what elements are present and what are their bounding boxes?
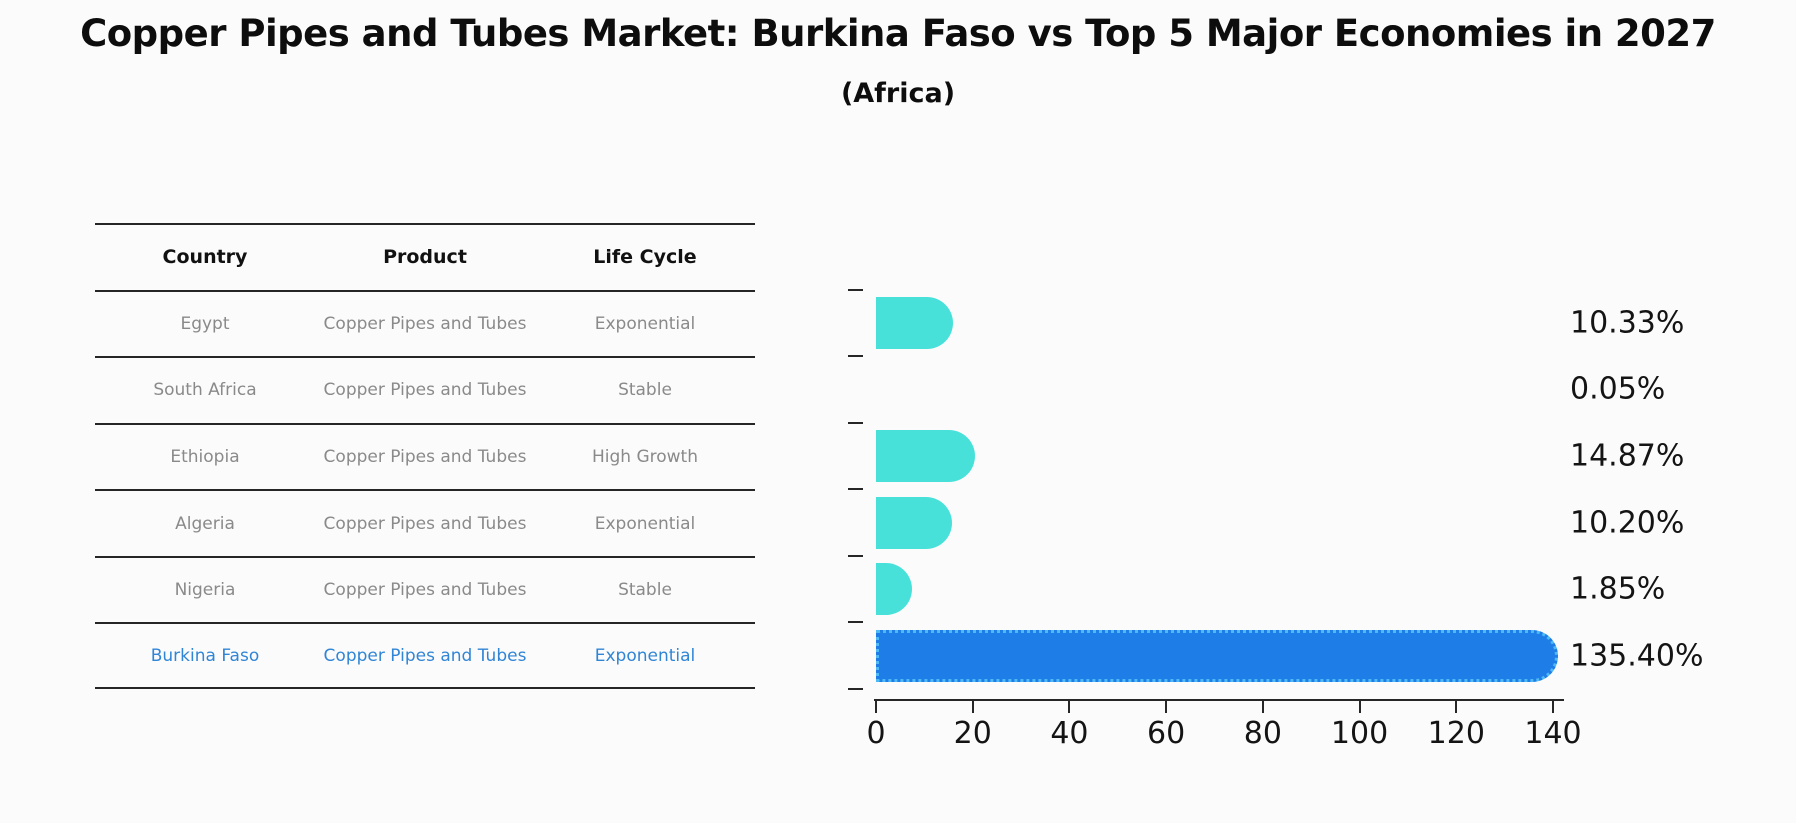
column-header-product: Product xyxy=(383,246,467,269)
x-axis-tick xyxy=(1068,700,1071,713)
lifecycle-cell: Stable xyxy=(618,580,672,601)
lifecycle-cell: Stable xyxy=(618,380,672,401)
lifecycle-cell: Exponential xyxy=(594,513,696,534)
x-axis-tick xyxy=(1358,700,1361,713)
x-axis-tick-label: 20 xyxy=(953,716,992,751)
x-axis-line xyxy=(874,699,1564,701)
column-header-lifecycle: Life Cycle xyxy=(593,246,697,269)
x-axis-tick-label: 0 xyxy=(866,716,886,751)
product-cell: Copper Pipes and Tubes xyxy=(323,446,527,467)
bar-Nigeria xyxy=(876,563,912,616)
chart-title: Copper Pipes and Tubes Market: Burkina F… xyxy=(80,12,1716,55)
y-axis-tick xyxy=(848,355,863,358)
lifecycle-cell: Exponential xyxy=(594,645,696,666)
product-cell: Copper Pipes and Tubes xyxy=(323,380,527,401)
lifecycle-cell: Exponential xyxy=(594,313,696,334)
x-axis-tick-label: 80 xyxy=(1243,716,1282,751)
x-axis-tick xyxy=(971,700,974,713)
country-table: Country Product Life Cycle Egypt Copper … xyxy=(95,223,755,689)
chart-subtitle: (Africa) xyxy=(840,78,956,109)
y-axis-tick xyxy=(848,488,863,491)
table-row-ethiopia: Ethiopia Copper Pipes and Tubes High Gro… xyxy=(95,422,755,490)
x-axis-tick xyxy=(1455,700,1458,713)
table-row-south-africa: South Africa Copper Pipes and Tubes Stab… xyxy=(95,356,755,423)
product-cell: Copper Pipes and Tubes xyxy=(323,645,527,666)
x-axis-tick-label: 60 xyxy=(1147,716,1186,751)
table-row-egypt: Egypt Copper Pipes and Tubes Exponential xyxy=(95,289,755,357)
value-label: 0.05% xyxy=(1570,371,1666,407)
y-axis-tick xyxy=(848,421,863,424)
country-cell: Egypt xyxy=(180,313,230,334)
value-label: 14.87% xyxy=(1570,438,1685,474)
x-axis-tick-label: 100 xyxy=(1330,716,1389,751)
value-label: 10.20% xyxy=(1570,505,1685,541)
lifecycle-cell: High Growth xyxy=(591,446,698,467)
country-cell: Nigeria xyxy=(174,580,236,601)
value-label: 1.85% xyxy=(1570,571,1666,607)
bar-Ethiopia xyxy=(876,429,975,482)
country-cell: Algeria xyxy=(175,513,235,534)
country-cell: Burkina Faso xyxy=(150,645,260,666)
table-row-algeria: Algeria Copper Pipes and Tubes Exponenti… xyxy=(95,489,755,556)
table-header-row: Country Product Life Cycle xyxy=(95,223,755,290)
table-row-nigeria: Nigeria Copper Pipes and Tubes Stable xyxy=(95,555,755,623)
product-cell: Copper Pipes and Tubes xyxy=(323,513,527,534)
bar-Egypt xyxy=(876,296,953,349)
y-axis-tick xyxy=(848,554,863,557)
column-header-country: Country xyxy=(162,246,248,269)
y-axis-tick xyxy=(848,621,863,624)
value-label: 135.40% xyxy=(1570,638,1704,674)
x-axis-tick xyxy=(1552,700,1554,713)
x-axis-tick-label: 40 xyxy=(1050,716,1089,751)
bar-highlight-Burkina Faso xyxy=(876,629,1558,682)
bar-Algeria xyxy=(876,496,953,549)
product-cell: Copper Pipes and Tubes xyxy=(323,313,527,334)
product-cell: Copper Pipes and Tubes xyxy=(323,580,527,601)
table-row-burkina-faso: Burkina Faso Copper Pipes and Tubes Expo… xyxy=(95,622,755,689)
x-axis-tick-label: 140 xyxy=(1524,716,1582,751)
country-cell: South Africa xyxy=(153,380,257,401)
x-axis-tick-label: 120 xyxy=(1427,716,1485,751)
x-axis-tick xyxy=(875,700,877,713)
y-axis-tick xyxy=(848,288,863,291)
country-cell: Ethiopia xyxy=(170,446,240,467)
y-axis-tick xyxy=(848,687,863,690)
x-axis-tick xyxy=(1261,700,1264,713)
value-label: 10.33% xyxy=(1570,305,1685,341)
x-axis-tick xyxy=(1165,700,1168,713)
